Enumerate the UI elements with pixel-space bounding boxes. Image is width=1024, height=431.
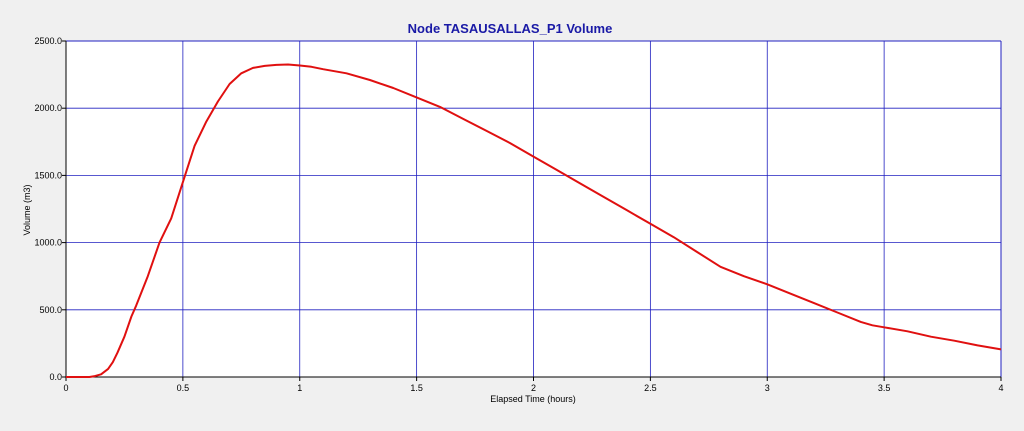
series-layer <box>66 63 1002 378</box>
y-tick-label: 500.0 <box>39 305 62 315</box>
series-line-volume <box>66 63 1002 378</box>
x-tick-label: 3.5 <box>878 383 891 393</box>
y-axis-label: Volume (m3) <box>22 184 32 235</box>
x-tick-label: 1.5 <box>410 383 423 393</box>
x-tick-label: 0 <box>63 383 68 393</box>
x-tick-label: 3 <box>765 383 770 393</box>
y-tick-label: 0.0 <box>49 372 62 382</box>
chart-title: Node TASAUSALLAS_P1 Volume <box>408 21 613 36</box>
y-tick-label: 1500.0 <box>34 170 62 180</box>
x-tick-label: 2 <box>531 383 536 393</box>
y-tick-label: 2000.0 <box>34 103 62 113</box>
x-axis-label: Elapsed Time (hours) <box>490 394 576 404</box>
y-tick-label: 1000.0 <box>34 238 62 248</box>
axes: 0 0.5 1 1.5 2 2.5 3 3.5 4 0.0 500.0 1000.0 1500.0 200… <box>34 36 1003 393</box>
x-tick-label: 0.5 <box>177 383 190 393</box>
x-tick-label: 1 <box>297 383 302 393</box>
x-tick-label: 2.5 <box>644 383 657 393</box>
x-tick-label: 4 <box>998 383 1003 393</box>
y-tick-label: 2500.0 <box>34 36 62 46</box>
